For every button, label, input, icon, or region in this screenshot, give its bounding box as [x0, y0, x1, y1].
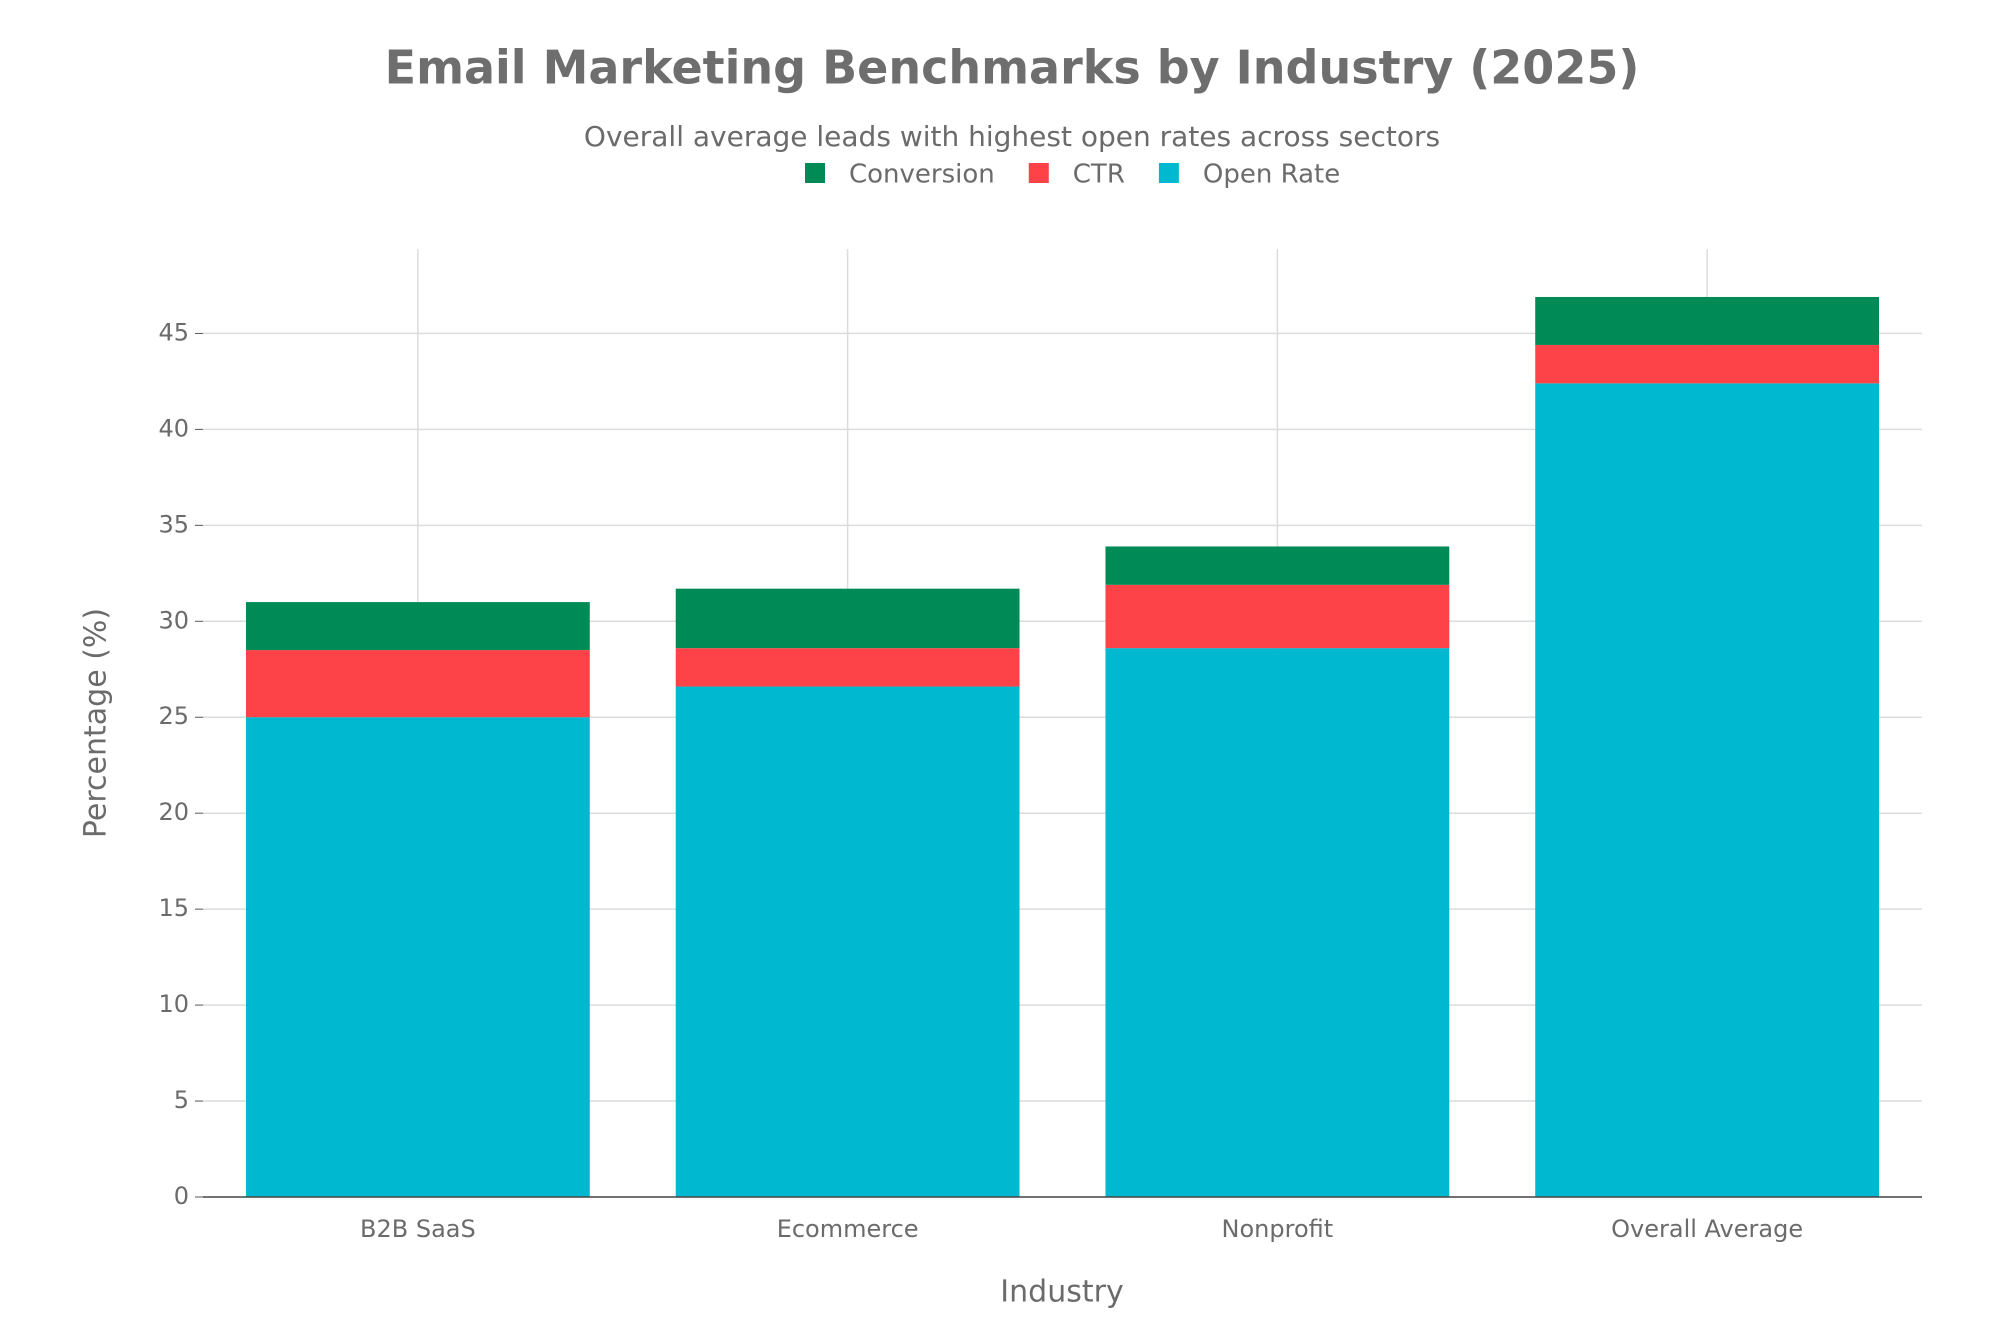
legend-label: Open Rate [1203, 160, 1340, 190]
y-tick-label: 30 [158, 606, 189, 634]
x-tick-label: Ecommerce [777, 1215, 919, 1243]
y-tick-label: 35 [158, 510, 189, 538]
y-tick-label: 15 [158, 894, 189, 922]
chart-title: Email Marketing Benchmarks by Industry (… [385, 41, 1640, 95]
y-axis-title: Percentage (%) [79, 608, 114, 838]
bar-segment [675, 648, 1020, 687]
bar-segment [1535, 383, 1880, 1197]
y-tick-label: 20 [158, 798, 189, 826]
x-tick-label: B2B SaaS [360, 1215, 476, 1243]
bar-segment [1105, 648, 1450, 1197]
bar-segment [245, 717, 590, 1197]
legend-label: CTR [1073, 160, 1125, 190]
bar-segment [245, 650, 590, 718]
y-tick-label: 5 [174, 1086, 189, 1114]
legend-label: Conversion [849, 160, 995, 190]
y-tick-label: 45 [158, 318, 189, 346]
x-axis-title: Industry [1000, 1275, 1123, 1310]
legend-swatch [805, 163, 825, 183]
y-tick-label: 0 [174, 1182, 189, 1210]
bar-segment [675, 686, 1020, 1197]
bar-segment [245, 602, 590, 651]
legend: Conversion CTR Open Rate [805, 160, 1340, 190]
x-tick-label: Overall Average [1611, 1215, 1803, 1243]
bar-segment [1105, 584, 1450, 649]
x-tick-label: Nonprofit [1222, 1215, 1334, 1243]
y-tick-label: 40 [158, 414, 189, 442]
bar-segment [1535, 296, 1880, 345]
bar-segment [1535, 344, 1880, 384]
legend-swatch [1158, 163, 1179, 183]
bar-segment [675, 588, 1020, 649]
y-tick-label: 10 [158, 990, 189, 1018]
legend-swatch [1028, 163, 1049, 183]
bar-segment [1105, 546, 1450, 585]
y-tick-label: 25 [158, 702, 189, 730]
chart-subtitle: Overall average leads with highest open … [584, 120, 1440, 153]
